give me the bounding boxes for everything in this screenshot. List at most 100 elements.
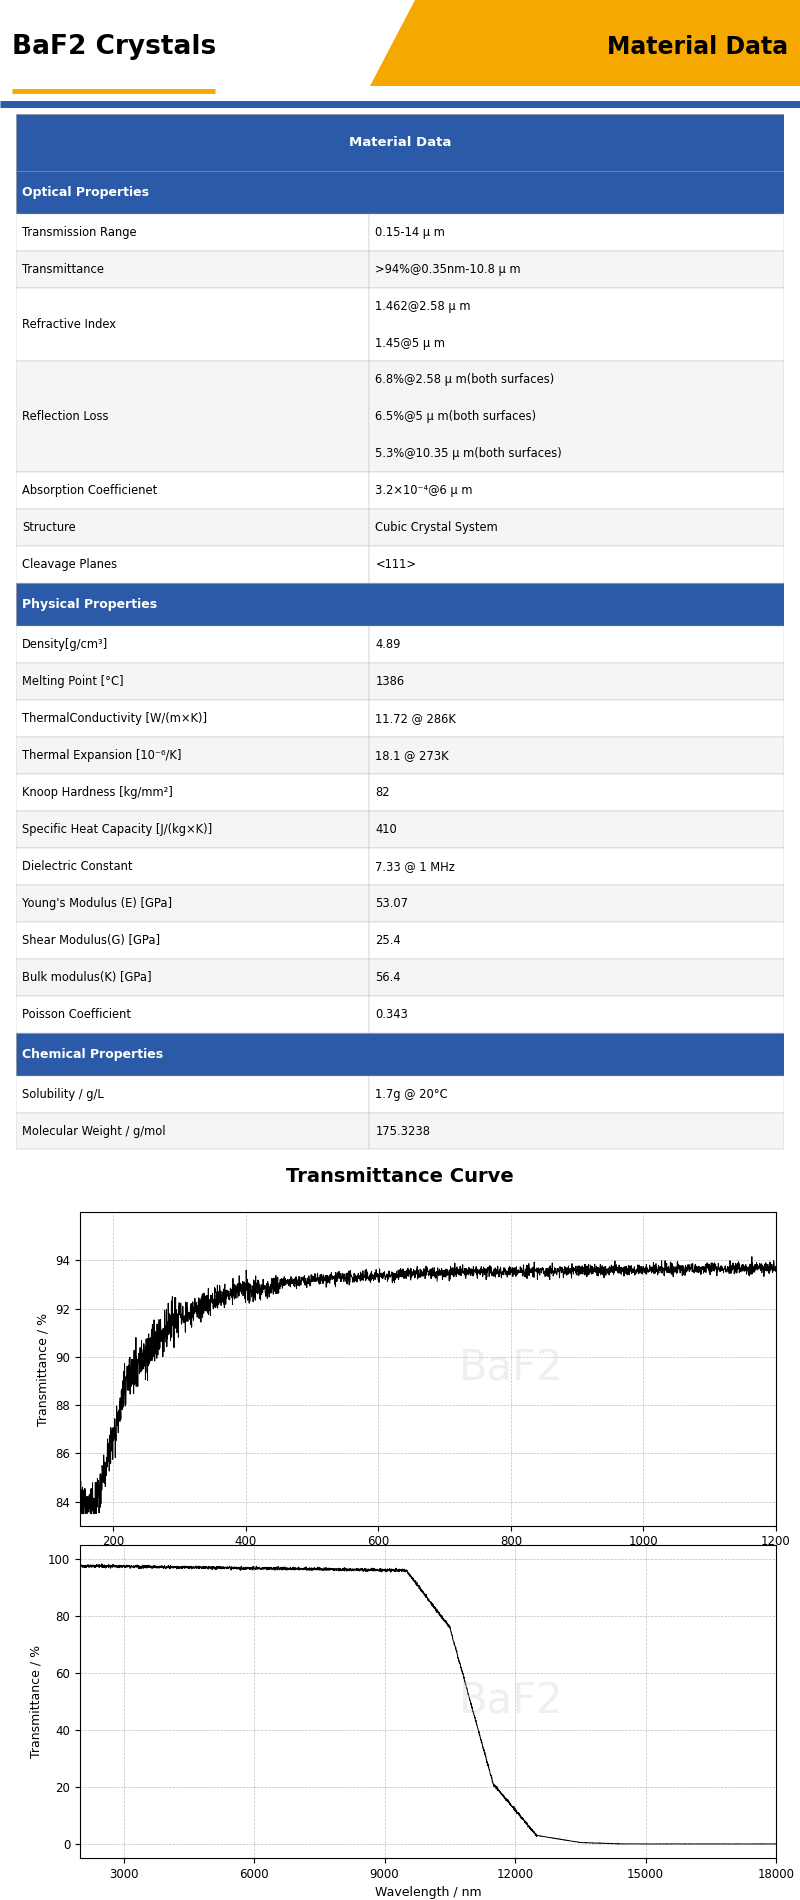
Text: 3.2×10⁻⁴@6 μ m: 3.2×10⁻⁴@6 μ m xyxy=(375,484,473,498)
Bar xyxy=(16,171,784,213)
Text: Shear Modulus(G) [GPa]: Shear Modulus(G) [GPa] xyxy=(22,935,160,946)
Text: Material Data: Material Data xyxy=(349,137,451,148)
Text: 53.07: 53.07 xyxy=(375,897,409,910)
Text: Material Data: Material Data xyxy=(607,36,788,59)
Text: Structure: Structure xyxy=(22,521,76,534)
Bar xyxy=(16,627,370,663)
Text: Refractive Index: Refractive Index xyxy=(22,317,116,331)
Text: Physical Properties: Physical Properties xyxy=(22,598,158,612)
Bar xyxy=(16,361,370,473)
Text: Transmission Range: Transmission Range xyxy=(22,226,137,239)
Bar xyxy=(370,922,784,960)
Bar xyxy=(16,663,370,699)
Text: Molecular Weight / g/mol: Molecular Weight / g/mol xyxy=(22,1125,166,1138)
X-axis label: Wavelength / nm: Wavelength / nm xyxy=(374,1887,482,1900)
Bar xyxy=(370,1113,784,1150)
Text: 4.89: 4.89 xyxy=(375,638,401,652)
Text: Bulk modulus(K) [GPa]: Bulk modulus(K) [GPa] xyxy=(22,971,152,984)
Bar xyxy=(16,737,370,773)
Text: Cubic Crystal System: Cubic Crystal System xyxy=(375,521,498,534)
Bar xyxy=(16,1113,370,1150)
Text: Solubility / g/L: Solubility / g/L xyxy=(22,1087,104,1100)
Text: ThermalConductivity [W/(m×K)]: ThermalConductivity [W/(m×K)] xyxy=(22,712,207,726)
Text: Optical Properties: Optical Properties xyxy=(22,186,149,200)
Bar xyxy=(370,251,784,287)
Bar xyxy=(370,1075,784,1113)
Text: 7.33 @ 1 MHz: 7.33 @ 1 MHz xyxy=(375,861,455,872)
Bar xyxy=(16,996,370,1034)
Text: Knoop Hardness [kg/mm²]: Knoop Hardness [kg/mm²] xyxy=(22,787,173,800)
Text: 11.72 @ 286K: 11.72 @ 286K xyxy=(375,712,456,726)
Text: 0.15-14 μ m: 0.15-14 μ m xyxy=(375,226,446,239)
Text: BaF2: BaF2 xyxy=(459,1680,564,1723)
Bar xyxy=(16,114,784,171)
Text: Reflection Loss: Reflection Loss xyxy=(22,410,109,424)
Text: 0.343: 0.343 xyxy=(375,1007,408,1020)
Text: 56.4: 56.4 xyxy=(375,971,401,984)
Text: Dielectric Constant: Dielectric Constant xyxy=(22,861,133,872)
Bar xyxy=(16,773,370,811)
Text: Absorption Coefficienet: Absorption Coefficienet xyxy=(22,484,158,498)
Text: BaF2 Crystals: BaF2 Crystals xyxy=(12,34,216,61)
Text: 1.7g @ 20°C: 1.7g @ 20°C xyxy=(375,1087,448,1100)
Bar xyxy=(16,251,370,287)
Bar xyxy=(370,773,784,811)
Text: Transmittance Curve: Transmittance Curve xyxy=(286,1167,514,1186)
Text: 1.45@5 μ m: 1.45@5 μ m xyxy=(375,336,446,350)
Bar xyxy=(370,509,784,547)
Bar xyxy=(370,996,784,1034)
Text: 1386: 1386 xyxy=(375,674,405,688)
Bar xyxy=(16,287,370,361)
X-axis label: Wavelength / nm: Wavelength / nm xyxy=(374,1554,482,1567)
Text: <111>: <111> xyxy=(375,559,417,572)
Bar xyxy=(370,627,784,663)
Bar xyxy=(16,922,370,960)
Text: Density[g/cm³]: Density[g/cm³] xyxy=(22,638,108,652)
Text: Specific Heat Capacity [J/(kg×K)]: Specific Heat Capacity [J/(kg×K)] xyxy=(22,823,212,836)
Text: Chemical Properties: Chemical Properties xyxy=(22,1047,163,1060)
Bar xyxy=(370,287,784,361)
Bar xyxy=(16,699,370,737)
Text: Thermal Expansion [10⁻⁶/K]: Thermal Expansion [10⁻⁶/K] xyxy=(22,749,182,762)
Bar xyxy=(16,547,370,583)
Bar xyxy=(16,811,370,847)
Bar xyxy=(370,547,784,583)
Bar xyxy=(16,1075,370,1113)
Text: 82: 82 xyxy=(375,787,390,800)
Text: 25.4: 25.4 xyxy=(375,935,401,946)
Bar xyxy=(16,1034,784,1075)
Bar xyxy=(16,213,370,251)
Bar xyxy=(370,847,784,885)
Text: 5.3%@10.35 μ m(both surfaces): 5.3%@10.35 μ m(both surfaces) xyxy=(375,448,562,460)
Text: 6.8%@2.58 μ m(both surfaces): 6.8%@2.58 μ m(both surfaces) xyxy=(375,374,554,386)
Bar xyxy=(16,583,784,627)
Text: 1.462@2.58 μ m: 1.462@2.58 μ m xyxy=(375,300,471,312)
Y-axis label: Transmittance / %: Transmittance / % xyxy=(37,1313,50,1425)
Text: Young's Modulus (E) [GPa]: Young's Modulus (E) [GPa] xyxy=(22,897,172,910)
Polygon shape xyxy=(370,0,800,86)
Bar xyxy=(16,473,370,509)
Text: 6.5%@5 μ m(both surfaces): 6.5%@5 μ m(both surfaces) xyxy=(375,410,537,424)
Bar xyxy=(16,885,370,922)
Text: Poisson Coefficient: Poisson Coefficient xyxy=(22,1007,131,1020)
Bar xyxy=(370,663,784,699)
Bar xyxy=(16,847,370,885)
Text: 18.1 @ 273K: 18.1 @ 273K xyxy=(375,749,449,762)
Text: Cleavage Planes: Cleavage Planes xyxy=(22,559,118,572)
Text: 410: 410 xyxy=(375,823,397,836)
Y-axis label: Transmittance / %: Transmittance / % xyxy=(30,1645,42,1758)
Bar xyxy=(370,473,784,509)
Bar xyxy=(16,960,370,996)
Text: 175.3238: 175.3238 xyxy=(375,1125,430,1138)
Text: Transmittance: Transmittance xyxy=(22,262,104,276)
Bar xyxy=(370,213,784,251)
Bar xyxy=(370,811,784,847)
Bar xyxy=(370,960,784,996)
Bar xyxy=(370,885,784,922)
Bar xyxy=(370,737,784,773)
Text: BaF2: BaF2 xyxy=(459,1347,564,1391)
Bar xyxy=(16,509,370,547)
Bar xyxy=(370,361,784,473)
Text: Melting Point [°C]: Melting Point [°C] xyxy=(22,674,124,688)
Text: >94%@0.35nm-10.8 μ m: >94%@0.35nm-10.8 μ m xyxy=(375,262,521,276)
